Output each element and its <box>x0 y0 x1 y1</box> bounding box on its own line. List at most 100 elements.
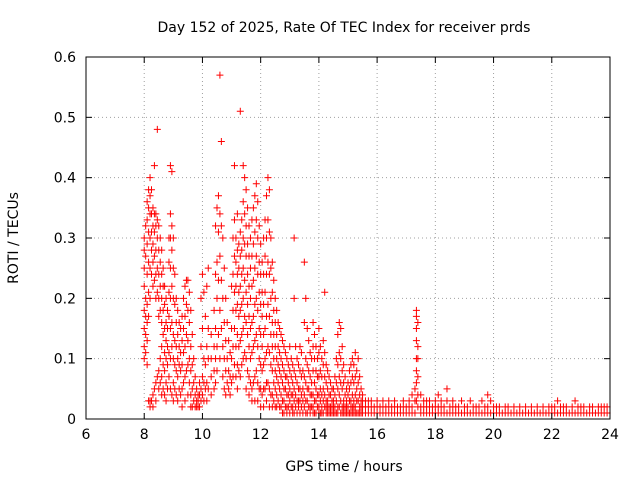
data-point-plus <box>145 288 153 296</box>
data-point-plus <box>244 270 252 278</box>
data-point-plus <box>414 373 422 381</box>
data-point-plus <box>571 397 579 405</box>
x-tick-label: 10 <box>194 427 212 443</box>
data-point-plus <box>271 294 279 302</box>
data-point-plus <box>168 282 176 290</box>
data-point-plus <box>303 361 311 369</box>
data-point-plus <box>166 325 174 332</box>
data-point-plus <box>302 294 310 302</box>
data-point-plus <box>201 312 209 320</box>
data-point-plus <box>238 216 246 224</box>
data-point-plus <box>203 343 211 351</box>
data-point-plus <box>175 318 183 326</box>
data-point-plus <box>180 294 188 302</box>
data-point-plus <box>239 264 247 272</box>
data-point-plus <box>140 246 148 254</box>
data-point-plus <box>148 186 155 194</box>
data-point-plus <box>174 355 182 363</box>
data-point-plus <box>184 276 192 284</box>
data-point-plus <box>140 355 148 363</box>
data-point-plus <box>203 282 211 290</box>
data-point-plus <box>153 216 161 224</box>
data-point-plus <box>316 343 324 351</box>
data-point-plus <box>252 180 260 188</box>
data-point-plus <box>219 343 227 351</box>
data-point-plus <box>150 228 158 236</box>
data-point-plus <box>246 325 254 332</box>
data-point-plus <box>203 397 211 405</box>
data-point-plus <box>230 162 238 170</box>
data-point-plus <box>241 210 249 218</box>
data-point-plus <box>222 294 230 302</box>
data-point-plus <box>166 210 174 218</box>
data-point-plus <box>268 288 276 296</box>
data-point-plus <box>248 318 256 326</box>
data-point-plus <box>265 349 273 357</box>
data-point-plus <box>182 300 190 308</box>
data-point-plus <box>337 325 345 332</box>
data-point-plus <box>487 397 495 405</box>
data-point-plus <box>228 355 236 363</box>
data-point-plus <box>297 349 305 357</box>
data-point-plus <box>262 397 270 405</box>
data-point-plus <box>207 373 215 381</box>
data-point-plus <box>244 331 252 339</box>
data-point-plus <box>212 270 220 278</box>
data-point-plus <box>181 397 189 405</box>
data-point-plus <box>232 258 240 266</box>
data-point-plus <box>159 331 167 339</box>
data-point-plus <box>217 325 225 332</box>
data-point-plus <box>255 222 263 230</box>
data-point-plus <box>236 228 244 236</box>
data-point-plus <box>341 373 349 381</box>
data-point-plus <box>216 210 224 218</box>
data-point-plus <box>161 391 169 399</box>
data-point-plus <box>414 343 422 351</box>
data-point-plus <box>273 306 281 314</box>
data-point-plus <box>153 288 161 296</box>
data-point-plus <box>265 270 273 278</box>
data-point-plus <box>213 204 221 212</box>
x-tick-label: 6 <box>82 427 91 443</box>
data-point-plus <box>603 409 611 417</box>
data-point-plus <box>198 391 206 399</box>
data-point-plus <box>276 325 284 332</box>
data-point-plus <box>197 294 205 302</box>
data-point-plus <box>295 361 303 369</box>
data-point-plus <box>177 391 185 399</box>
y-tick-labels: 0 0.1 0.2 0.3 0.4 0.5 0.6 <box>54 50 76 428</box>
data-point-plus <box>190 355 198 363</box>
data-point-plus <box>251 337 259 345</box>
x-tick-label: 24 <box>601 427 619 443</box>
data-point-plus <box>351 349 359 357</box>
data-point-plus <box>165 373 173 381</box>
data-point-plus <box>235 367 243 375</box>
data-point-plus <box>238 361 246 369</box>
axis-ticks <box>85 56 611 420</box>
data-point-plus <box>356 373 364 381</box>
data-point-plus <box>200 288 208 296</box>
data-point-plus <box>198 270 206 278</box>
data-point-plus <box>145 312 153 320</box>
data-point-plus <box>391 397 399 405</box>
data-point-plus <box>290 294 298 302</box>
data-point-plus <box>143 300 151 308</box>
data-point-plus <box>149 240 157 248</box>
data-point-plus <box>143 361 151 369</box>
data-point-plus <box>191 373 199 381</box>
data-point-plus <box>161 300 169 308</box>
data-point-plus <box>261 252 269 260</box>
data-point-plus <box>239 162 247 170</box>
data-point-plus <box>311 331 319 339</box>
data-point-plus <box>290 234 298 242</box>
data-point-plus <box>306 373 314 381</box>
data-point-plus <box>153 125 161 133</box>
data-point-plus <box>185 288 193 296</box>
data-point-plus <box>165 349 173 357</box>
data-point-plus <box>293 379 301 387</box>
data-point-plus <box>414 318 422 326</box>
data-point-plus <box>300 318 308 326</box>
data-point-plus <box>300 258 308 266</box>
data-point-plus <box>239 294 247 302</box>
data-point-plus <box>264 300 272 308</box>
